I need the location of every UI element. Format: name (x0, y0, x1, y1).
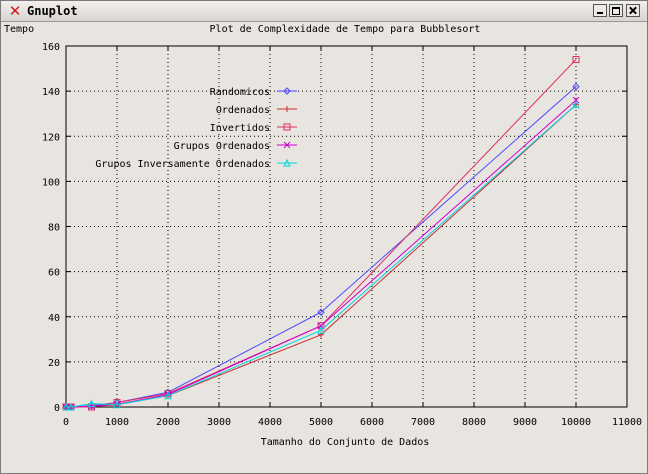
y-tick-label: 80 (48, 223, 60, 234)
series-grupos-ordenados (62, 96, 580, 411)
y-tick-label: 120 (42, 132, 60, 143)
gnuplot-x-icon: ✕ (8, 2, 22, 20)
x-tick-label: 2000 (156, 417, 180, 428)
window-title: Gnuplot (27, 4, 78, 18)
y-tick-label: 100 (42, 177, 60, 188)
data-point (283, 87, 291, 95)
data-point (87, 399, 96, 408)
data-point (62, 402, 70, 411)
x-tick-label: 8000 (462, 417, 486, 428)
data-point (283, 141, 291, 149)
x-tick-label: 11000 (612, 417, 642, 428)
legend-label: Randomicos (210, 87, 270, 98)
x-tick-label: 5000 (309, 417, 333, 428)
data-point (113, 400, 121, 409)
legend-entry: Grupos Inversamente Ordenados (95, 158, 297, 170)
close-button[interactable] (626, 4, 640, 17)
data-point (572, 82, 580, 91)
x-tick-label: 3000 (207, 417, 231, 428)
y-tick-label: 60 (48, 268, 60, 279)
maximize-button[interactable] (609, 4, 623, 17)
legend-label: Grupos Ordenados (174, 141, 270, 152)
data-point (283, 123, 291, 131)
data-point (283, 158, 291, 167)
legend-label: Invertidos (210, 123, 270, 134)
series-grupos-inversamente-ordenados (62, 100, 580, 411)
title-bar[interactable]: ✕ Gnuplot (1, 1, 647, 22)
y-tick-label: 40 (48, 313, 60, 324)
x-tick-label: 6000 (360, 417, 384, 428)
x-tick-label: 1000 (105, 417, 129, 428)
y-axis-label: Tempo (4, 24, 34, 35)
data-point (113, 398, 121, 406)
y-tick-label: 20 (48, 358, 60, 369)
data-point (317, 308, 325, 316)
legend-entry: Grupos Ordenados (174, 141, 297, 152)
data-point (284, 106, 290, 112)
data-point (67, 402, 75, 411)
legend-entry: Invertidos (210, 123, 297, 134)
legend-entry: Ordenados (216, 105, 297, 116)
x-tick-label: 0 (63, 417, 69, 428)
chart-title: Plot de Complexidade de Tempo para Bubbl… (210, 24, 481, 35)
legend-entry: Randomicos (210, 87, 297, 98)
data-point (317, 326, 325, 334)
legend-label: Ordenados (216, 105, 270, 116)
x-tick-label: 10000 (561, 417, 591, 428)
data-point (317, 322, 325, 330)
y-tick-label: 140 (42, 87, 60, 98)
x-tick-label: 4000 (258, 417, 282, 428)
y-tick-label: 160 (42, 42, 60, 53)
x-tick-label: 9000 (513, 417, 537, 428)
minimize-button[interactable] (593, 4, 607, 17)
x-tick-label: 7000 (411, 417, 435, 428)
legend-label: Grupos Inversamente Ordenados (95, 159, 270, 170)
data-point (572, 56, 580, 64)
data-point (572, 100, 580, 109)
y-tick-label: 0 (54, 403, 60, 414)
data-point (164, 391, 172, 400)
data-point (317, 322, 325, 330)
data-point (572, 96, 580, 104)
series-ordenados (63, 101, 579, 410)
x-axis-label: Tamanho do Conjunto de Dados (261, 437, 430, 448)
series-invertidos (62, 56, 580, 411)
series-line (66, 104, 577, 408)
